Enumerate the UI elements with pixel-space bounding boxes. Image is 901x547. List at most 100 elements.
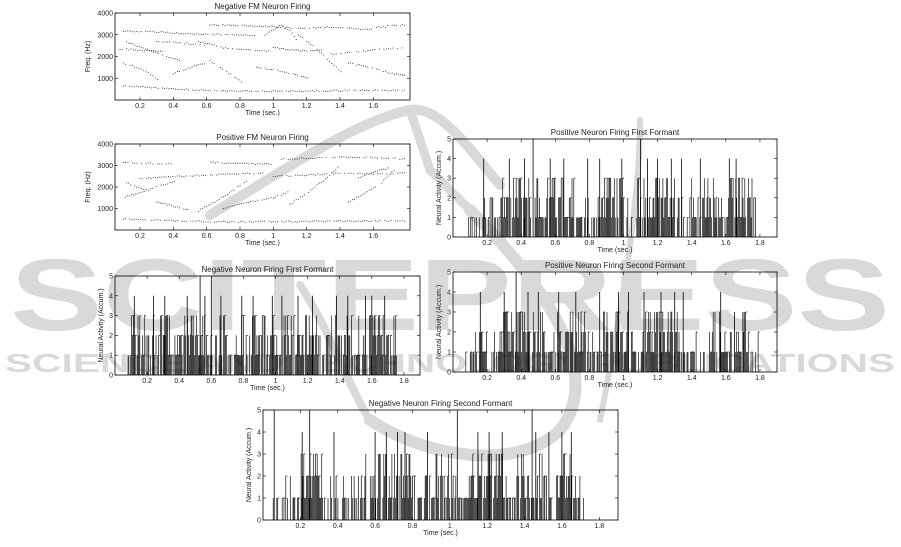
pos-fm-point xyxy=(312,174,314,176)
neg-f1-xtick-label: 0.8 xyxy=(239,378,249,385)
pos-fm-point xyxy=(224,195,226,197)
pos-fm-xtick-label: 0.6 xyxy=(202,233,212,240)
pos-fm-point xyxy=(178,175,181,177)
pos-f2-axes-box xyxy=(452,271,778,373)
neg-fm-point xyxy=(231,48,233,50)
pos-fm-point xyxy=(256,199,258,201)
neg-fm-point xyxy=(166,41,168,43)
neg-fm-point xyxy=(207,33,209,36)
pos-fm-point xyxy=(246,172,249,174)
pos-fm-point xyxy=(257,221,259,223)
pos-fm-point xyxy=(362,193,364,195)
pos-fm-point xyxy=(217,161,219,163)
neg-f1-ytick-label: 2 xyxy=(109,333,113,340)
pos-fm-point xyxy=(295,199,297,201)
neg-fm-point xyxy=(248,90,250,92)
pos-fm-track xyxy=(122,161,172,165)
neg-fm-point xyxy=(318,90,320,93)
neg-fm-point xyxy=(233,34,235,36)
pos-f1-xtick-label: 1.8 xyxy=(755,240,765,247)
pos-fm-point xyxy=(247,202,249,204)
pos-fm-point xyxy=(220,196,222,199)
pos-fm-point xyxy=(287,158,289,160)
pos-fm-point xyxy=(125,161,127,163)
neg-fm-point xyxy=(298,90,300,92)
pos-fm-point xyxy=(334,157,336,159)
pos-f2-xtick-label: 1.4 xyxy=(687,375,697,382)
neg-fm-point xyxy=(240,81,242,83)
neg-fm-point xyxy=(172,58,174,60)
neg-fm-point xyxy=(282,26,284,28)
neg-fm-point xyxy=(213,44,215,46)
pos-fm-point xyxy=(370,189,372,191)
pos-fm-point xyxy=(324,221,327,223)
pos-fm-point xyxy=(392,157,394,159)
pos-fm-point xyxy=(231,190,233,192)
neg-fm-point xyxy=(236,48,238,50)
pos-fm-point xyxy=(310,189,312,191)
neg-fm-point xyxy=(309,90,311,92)
neg-f2-xtick-label: 0.6 xyxy=(370,523,380,530)
neg-fm-point xyxy=(214,89,216,91)
neg-fm-xtick-label: 0.8 xyxy=(235,103,245,110)
neg-fm-point xyxy=(279,90,281,92)
neg-fm-point xyxy=(134,44,136,46)
pos-fm-point xyxy=(248,220,250,222)
pos-fm-point xyxy=(354,198,356,200)
neg-fm-point xyxy=(253,35,255,37)
neg-fm-point xyxy=(200,33,202,36)
neg-fm-point xyxy=(170,56,172,58)
neg-fm-point xyxy=(169,32,171,34)
neg-f1-xtick-label: 1 xyxy=(274,378,278,385)
neg-fm-point xyxy=(285,27,287,29)
pos-fm-track xyxy=(281,156,405,160)
neg-fm-point xyxy=(367,50,369,52)
neg-fm-point xyxy=(131,64,133,66)
neg-fm-point xyxy=(364,90,366,92)
pos-fm-point xyxy=(137,192,139,195)
neg-fm-point xyxy=(189,33,191,35)
neg-fm-track xyxy=(272,46,322,52)
neg-fm-point xyxy=(272,90,274,92)
pos-fm-point xyxy=(216,200,218,202)
pos-fm-track xyxy=(156,201,189,211)
neg-fm-point xyxy=(275,26,277,28)
pos-fm-point xyxy=(174,176,176,178)
pos-fm-point xyxy=(185,175,187,177)
pos-fm-ytick-label: 2000 xyxy=(97,185,113,192)
pos-fm-point xyxy=(338,220,340,222)
pos-fm-point xyxy=(243,182,245,184)
neg-fm-point xyxy=(224,25,226,27)
pos-fm-point xyxy=(277,221,279,223)
pos-fm-point xyxy=(381,157,383,159)
pos-fm-point xyxy=(261,163,263,165)
neg-fm-point xyxy=(220,34,222,36)
neg-f2-xtick-label: 1 xyxy=(448,523,452,530)
neg-fm-point xyxy=(302,28,304,30)
neg-fm-point xyxy=(174,72,176,74)
neg-fm-point xyxy=(209,90,211,92)
neg-fm-point xyxy=(204,63,206,65)
neg-f2-xtick-label: 1.2 xyxy=(482,523,492,530)
pos-fm-ytick-label: 3000 xyxy=(97,163,113,170)
pos-fm-point xyxy=(274,196,276,199)
neg-fm-point xyxy=(240,34,242,36)
pos-fm-point xyxy=(393,169,395,171)
pos-fm-point xyxy=(242,220,244,222)
pos-fm-point xyxy=(395,220,397,222)
pos-fm-xlabel: Time (sec.) xyxy=(245,240,280,247)
neg-fm-point xyxy=(365,50,367,53)
neg-fm-point xyxy=(274,28,276,30)
neg-f2-ytick-label: 2 xyxy=(257,474,261,481)
pos-fm-point xyxy=(314,186,316,188)
pos-fm-point xyxy=(290,220,292,223)
neg-fm-point xyxy=(128,42,130,44)
pos-fm-point xyxy=(222,196,224,198)
neg-fm-point xyxy=(392,47,394,49)
pos-fm-point xyxy=(171,181,173,183)
neg-fm-point xyxy=(234,76,236,78)
pos-fm-point xyxy=(351,199,354,201)
neg-fm-point xyxy=(199,63,201,65)
neg-fm-point xyxy=(377,90,379,92)
pos-fm-ytick-label: 4000 xyxy=(97,142,113,149)
